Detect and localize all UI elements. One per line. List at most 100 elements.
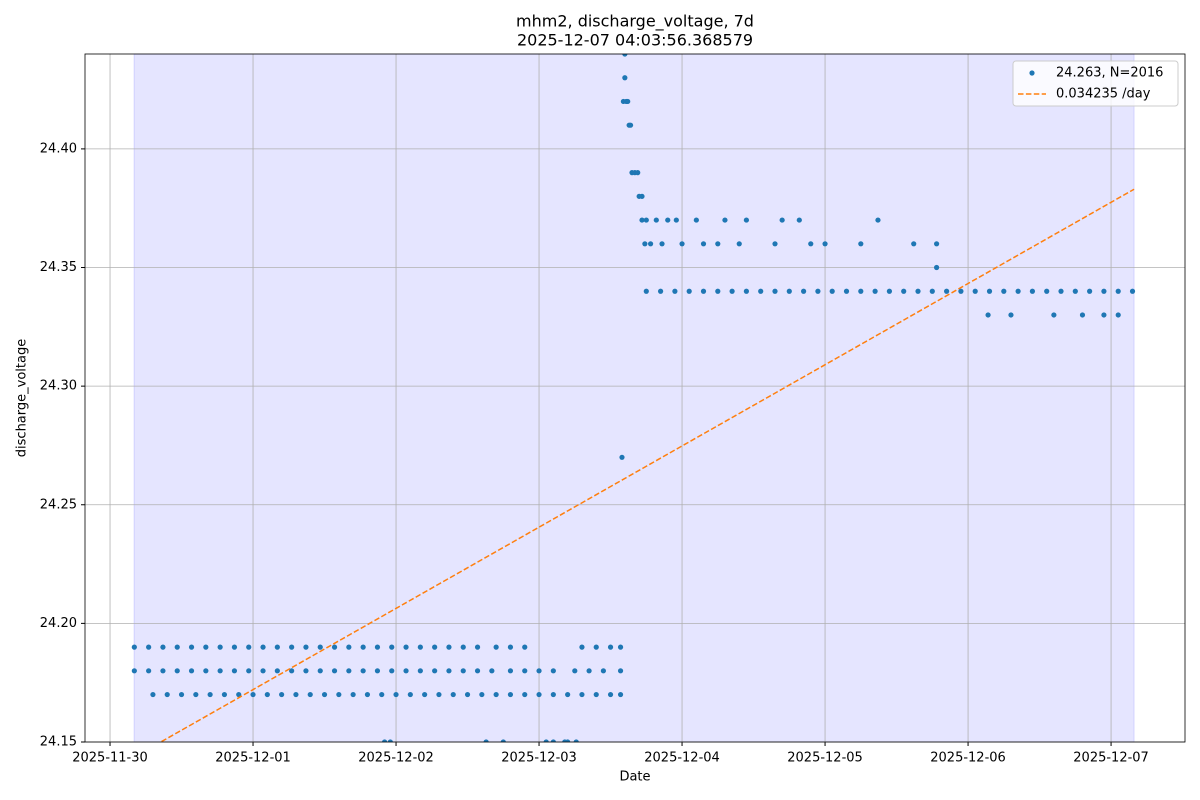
point: [617, 668, 624, 674]
point: [246, 644, 252, 650]
point: [986, 288, 993, 294]
point: [1029, 288, 1036, 294]
point: [1001, 288, 1007, 294]
point: [522, 668, 528, 674]
point: [164, 691, 170, 698]
point: [350, 691, 356, 698]
point: [715, 288, 721, 294]
point: [360, 644, 366, 650]
point: [1079, 312, 1086, 318]
point: [336, 691, 342, 698]
point: [929, 288, 935, 294]
point: [393, 691, 399, 698]
point: [274, 644, 280, 650]
point: [464, 691, 471, 698]
point: [843, 288, 850, 294]
point: [815, 288, 821, 294]
point: [150, 691, 156, 698]
point: [801, 288, 807, 294]
point: [522, 644, 528, 650]
point: [933, 241, 940, 247]
point: [627, 122, 634, 128]
point: [374, 668, 381, 674]
point: [700, 288, 707, 294]
x-axis-label: Date: [619, 770, 650, 785]
point: [460, 644, 466, 650]
point: [460, 668, 466, 674]
point: [607, 691, 614, 698]
point: [822, 241, 828, 247]
point: [550, 739, 556, 742]
x-tick-label: 2025-12-05: [787, 751, 863, 766]
point: [758, 288, 764, 294]
point: [622, 54, 628, 57]
point: [303, 668, 309, 674]
point: [289, 668, 295, 674]
point: [422, 691, 428, 698]
point: [146, 668, 152, 674]
point: [958, 288, 964, 294]
point: [303, 644, 309, 650]
point: [543, 739, 549, 742]
point: [364, 691, 371, 698]
x-tick-label: 2025-12-01: [215, 751, 291, 766]
point: [479, 691, 485, 698]
point: [246, 668, 252, 674]
point: [146, 644, 152, 650]
legend-marker: [1029, 70, 1035, 76]
point: [653, 217, 659, 223]
point: [1115, 288, 1121, 294]
point: [985, 312, 991, 318]
point: [217, 644, 223, 650]
point: [379, 691, 385, 698]
point: [178, 691, 185, 698]
point: [550, 691, 556, 698]
point: [389, 668, 395, 674]
point: [1058, 288, 1064, 294]
point: [673, 217, 679, 223]
point: [729, 288, 735, 294]
point: [446, 644, 452, 650]
point: [808, 241, 814, 247]
point: [374, 644, 381, 650]
point: [174, 668, 180, 674]
point: [260, 668, 266, 674]
point: [131, 644, 137, 650]
point: [933, 264, 940, 271]
point: [1115, 312, 1121, 318]
point: [550, 668, 556, 674]
point: [693, 217, 699, 223]
point: [188, 644, 195, 650]
point: [665, 217, 671, 223]
point: [403, 644, 409, 650]
point: [536, 668, 542, 674]
y-axis-label: discharge_voltage: [15, 339, 30, 457]
point: [875, 217, 881, 223]
y-tick-label: 24.15: [40, 735, 77, 750]
point: [407, 691, 413, 698]
point: [642, 241, 648, 247]
point: [593, 691, 599, 698]
point: [617, 644, 624, 650]
point: [829, 288, 835, 294]
point: [647, 241, 654, 247]
point: [231, 668, 238, 674]
point: [1008, 312, 1014, 318]
point: [1087, 288, 1093, 294]
y-tick-label: 24.30: [40, 379, 77, 394]
point: [250, 691, 256, 698]
point: [672, 288, 678, 294]
point: [639, 217, 645, 223]
chart-title: mhm2, discharge_voltage, 7d: [516, 12, 754, 32]
y-tick-label: 24.25: [40, 497, 77, 512]
x-tick-label: 2025-12-03: [501, 751, 577, 766]
point: [686, 288, 692, 294]
point: [1044, 288, 1050, 294]
point: [872, 288, 878, 294]
point: [1051, 312, 1057, 318]
plot-frame: [84, 53, 1186, 743]
point: [321, 691, 328, 698]
point: [260, 644, 266, 650]
point: [207, 691, 213, 698]
